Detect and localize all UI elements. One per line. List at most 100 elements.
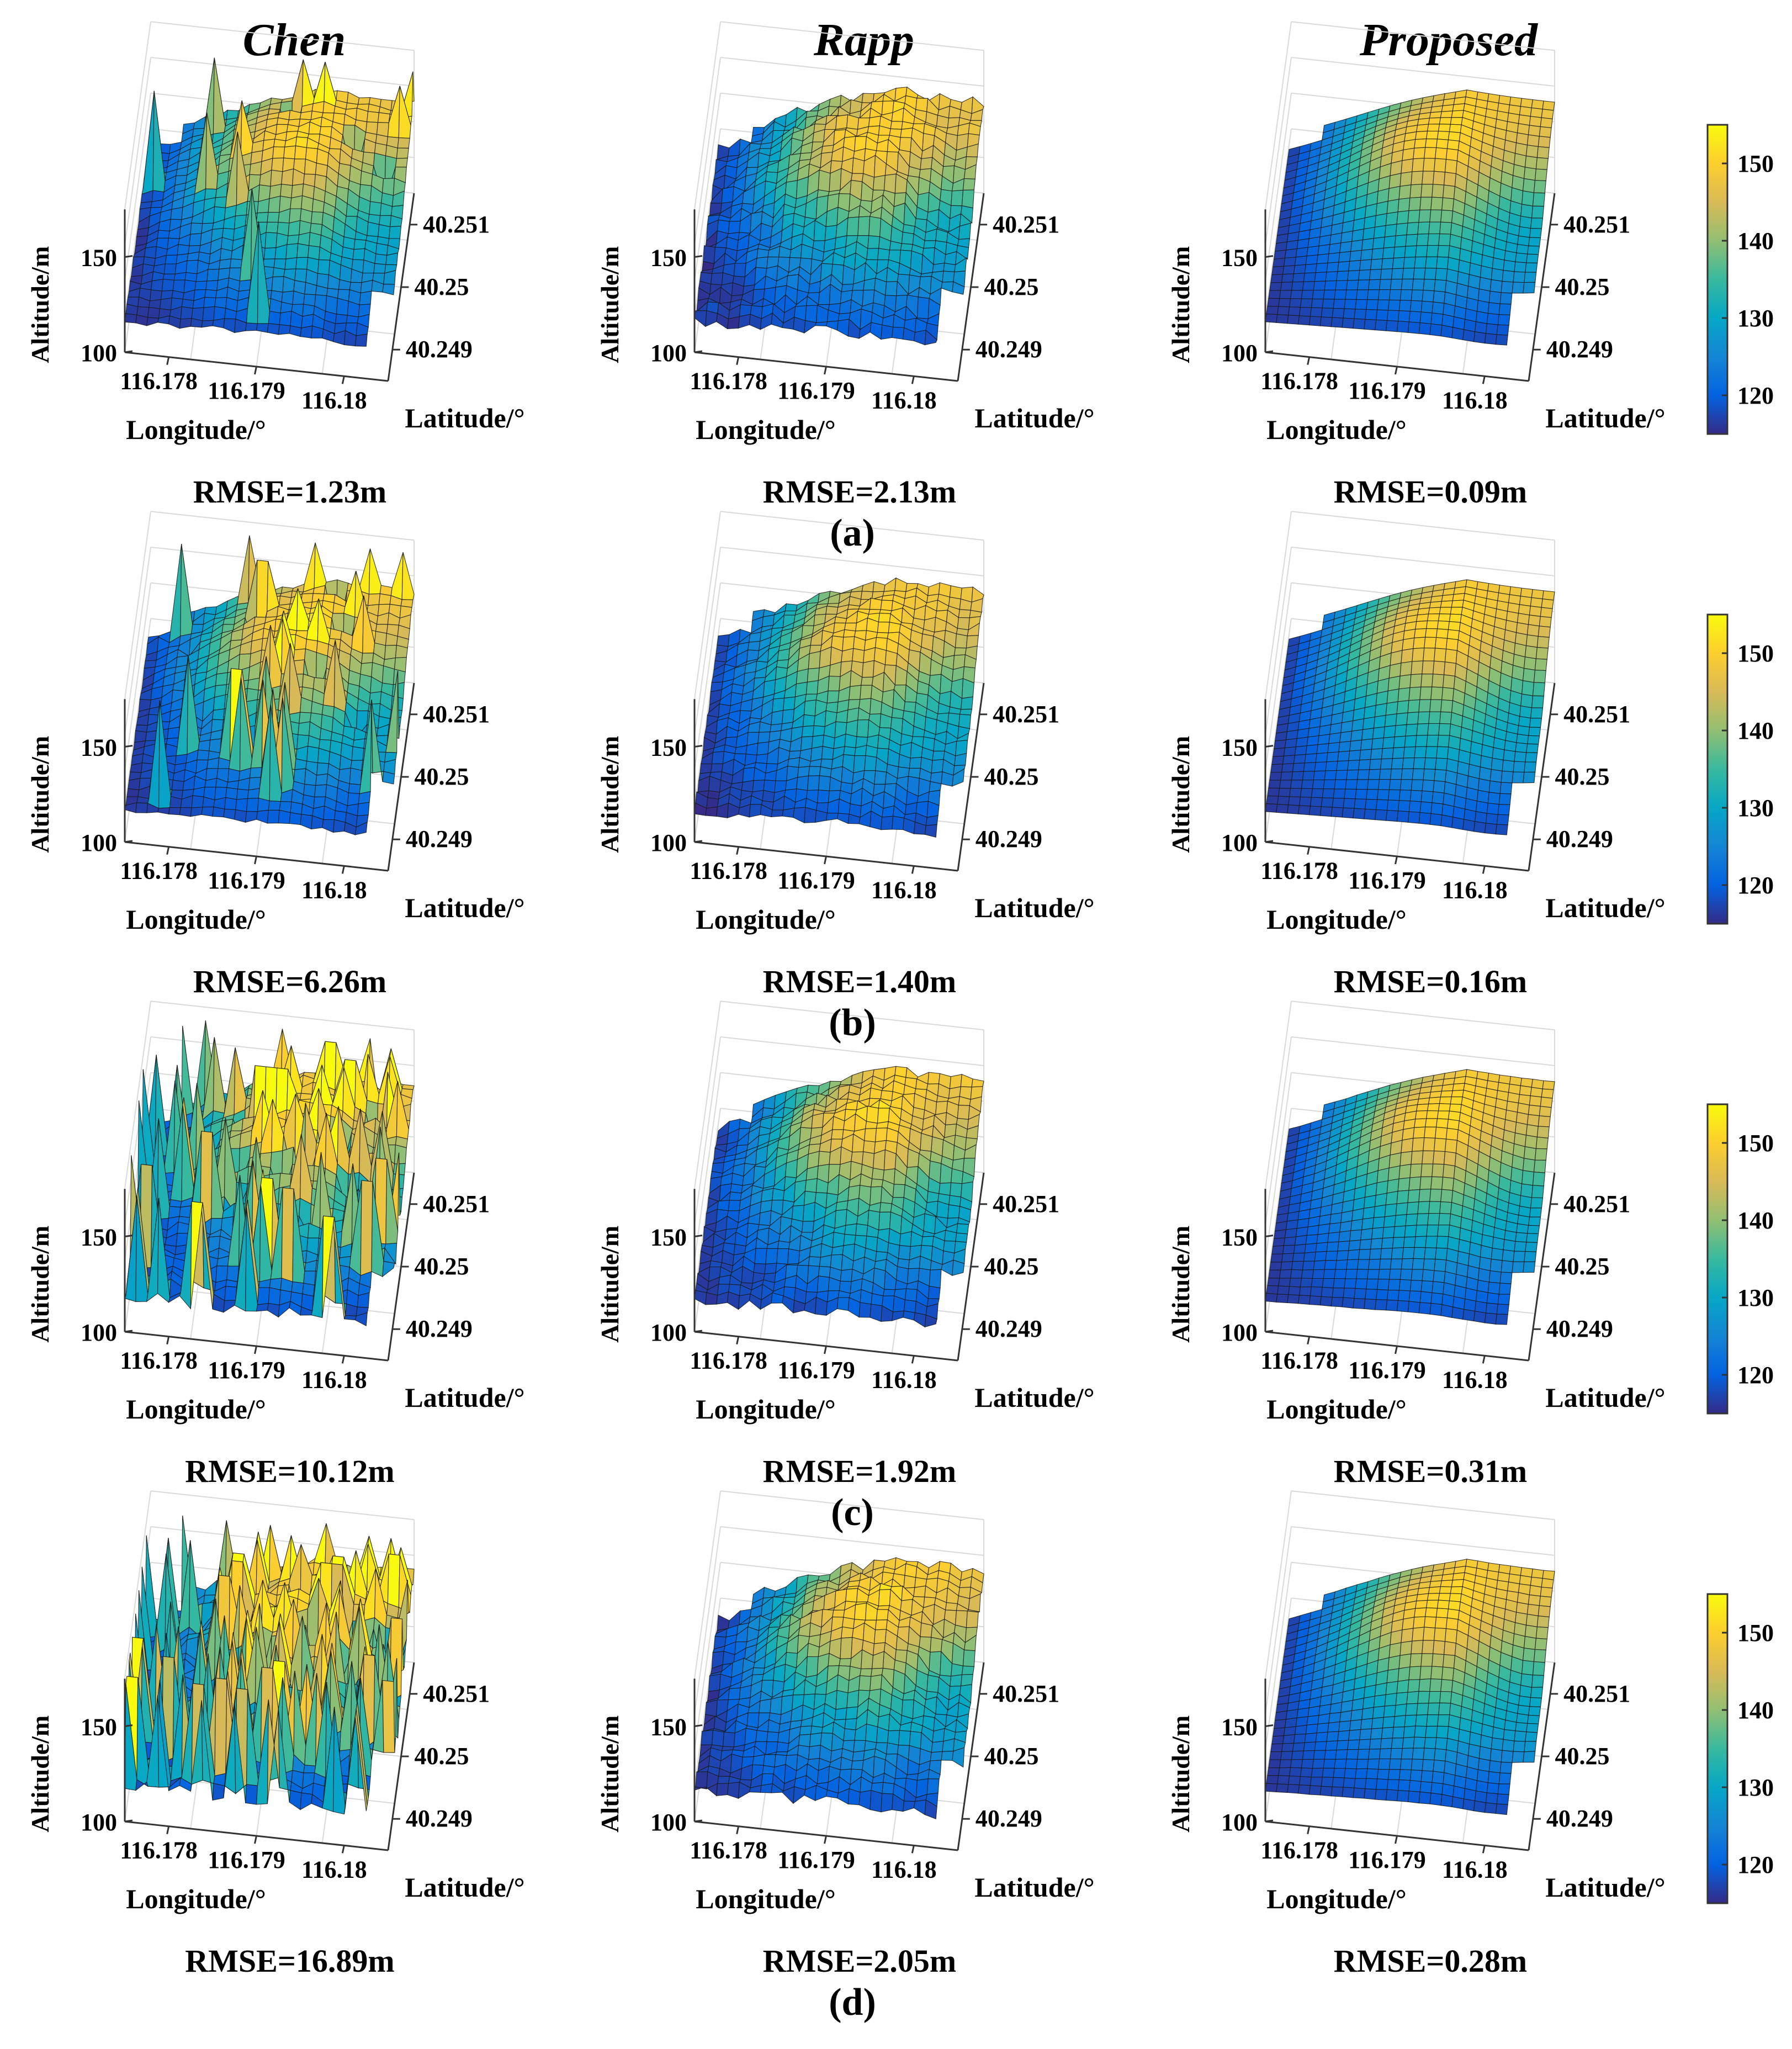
surface-cell xyxy=(1311,298,1324,309)
surface-cell xyxy=(1526,134,1540,147)
surface-cell xyxy=(1279,290,1292,299)
surface-cell xyxy=(268,800,281,811)
surface-cell xyxy=(389,226,402,239)
x-tick xyxy=(824,366,827,375)
surface-cell xyxy=(1397,310,1411,322)
surface-cell xyxy=(1381,257,1394,270)
surface-cell xyxy=(1313,280,1326,291)
surface-cell xyxy=(1428,1097,1441,1104)
surface-cell xyxy=(1332,797,1345,808)
surface-cell xyxy=(1305,255,1318,265)
z-tick xyxy=(124,745,133,748)
surface-cell xyxy=(357,1292,370,1308)
surface-cell xyxy=(733,263,746,278)
surface-cell xyxy=(756,248,770,259)
surface-cell xyxy=(1415,130,1428,140)
surface-cell xyxy=(772,1188,785,1201)
surface-cell xyxy=(378,224,391,239)
surface-cell xyxy=(1523,668,1536,683)
surface-cell xyxy=(1373,225,1386,239)
surface-cell xyxy=(1314,272,1327,282)
surface-cell xyxy=(1282,265,1296,275)
surface-cell xyxy=(1395,712,1408,726)
surface-cell xyxy=(1354,309,1367,320)
surface-cell xyxy=(1398,184,1412,200)
surface-cell xyxy=(1434,158,1447,173)
surface-cell xyxy=(803,700,817,717)
surface-cell xyxy=(825,812,839,821)
z-tick xyxy=(1265,255,1274,258)
surface-cell xyxy=(1501,280,1514,294)
surface-cell xyxy=(1395,223,1408,236)
surface-cell xyxy=(270,170,283,187)
surface-cell xyxy=(1391,268,1404,280)
surface-cell xyxy=(1441,687,1455,701)
surface-cell xyxy=(776,1248,789,1265)
surface-cell xyxy=(1426,130,1439,140)
surface-cell xyxy=(1528,727,1541,737)
surface-cell xyxy=(1372,236,1386,250)
surface-cell xyxy=(1443,674,1456,689)
surface-cell xyxy=(1278,298,1291,308)
surface-cell xyxy=(1439,711,1452,724)
surface-cell xyxy=(1407,209,1420,224)
z-tick xyxy=(124,255,133,258)
surface-cell xyxy=(1429,699,1443,712)
surface-cell xyxy=(1525,145,1539,158)
y-tick-label: 40.251 xyxy=(1563,701,1630,728)
surface-cell xyxy=(336,298,349,316)
surface-cell xyxy=(1358,759,1371,770)
surface-cell xyxy=(1387,789,1401,801)
x-tick xyxy=(341,1356,345,1364)
surface-cell xyxy=(206,268,220,282)
surface-cell xyxy=(947,1204,961,1219)
surface-cell xyxy=(1525,262,1538,273)
surface-cell xyxy=(1289,298,1302,308)
surface-cell xyxy=(1405,234,1418,247)
surface-cell xyxy=(173,272,187,281)
surface-cell xyxy=(1435,628,1449,639)
surface-cell xyxy=(1330,807,1344,818)
surface-cell xyxy=(1407,321,1420,334)
surface-cell xyxy=(1295,247,1308,258)
z-axis-label: Altitude/m xyxy=(596,736,624,853)
surface-cell xyxy=(1269,282,1282,291)
surface-cell xyxy=(224,1286,237,1301)
surface-cell xyxy=(755,256,768,269)
surface-cell xyxy=(1267,298,1280,307)
surface-cell xyxy=(1539,616,1552,628)
x-tick-label: 116.179 xyxy=(777,867,855,894)
surface-cell xyxy=(322,819,335,833)
surface-cell xyxy=(1271,755,1285,765)
surface-cell xyxy=(1524,272,1537,283)
surface-cell xyxy=(1436,256,1449,269)
surface-cell xyxy=(1429,323,1443,337)
surface-cell xyxy=(1406,222,1419,235)
z-tick xyxy=(694,745,703,748)
surface-cell xyxy=(1404,735,1417,748)
surface-cell xyxy=(916,297,930,319)
surface-cell xyxy=(958,609,971,618)
rmse-label: RMSE=10.12m xyxy=(185,1453,394,1489)
surface-cell xyxy=(900,243,913,251)
surface-cell xyxy=(1386,310,1400,322)
surface-cell xyxy=(1274,250,1287,260)
surface-cell xyxy=(1412,647,1425,662)
surface-cell xyxy=(956,1223,969,1235)
surface-cell xyxy=(194,280,208,290)
surface-cell xyxy=(1336,760,1349,771)
surface-cell xyxy=(1535,647,1549,660)
surface-cell xyxy=(267,211,280,223)
z-tick-label: 100 xyxy=(650,340,687,367)
y-tick-label: 40.249 xyxy=(975,825,1042,853)
surface-cell xyxy=(1301,779,1314,789)
surface-cell xyxy=(1514,261,1527,273)
surface-cell xyxy=(951,1168,964,1184)
surface-cell xyxy=(272,146,285,159)
surface-cell xyxy=(1388,289,1402,301)
y-tick-label: 40.251 xyxy=(993,1190,1059,1217)
surface-cell xyxy=(1397,800,1411,812)
z-tick-label: 100 xyxy=(81,340,117,367)
surface-cell xyxy=(749,804,762,818)
surface-cell xyxy=(1436,130,1450,140)
